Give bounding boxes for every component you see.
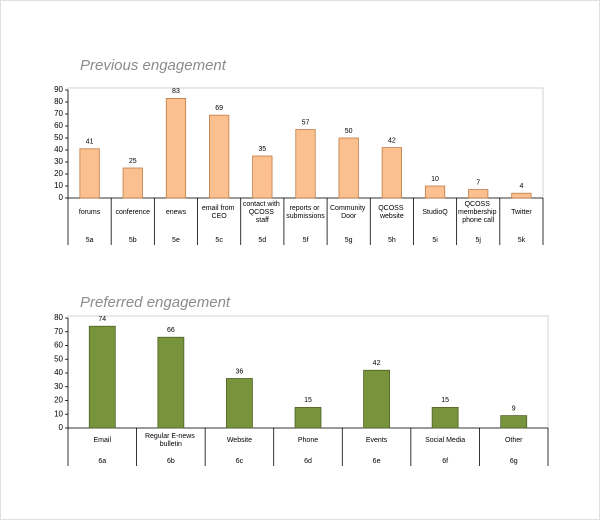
y-tick-label: 0 <box>59 423 64 432</box>
y-tick-label: 20 <box>54 169 63 178</box>
bar <box>157 336 185 429</box>
x-tick-label: StudioQ <box>422 209 448 216</box>
y-tick-label: 30 <box>54 382 63 391</box>
y-tick-label: 40 <box>54 368 63 377</box>
value-label: 9 <box>512 405 516 412</box>
value-label: 7 <box>476 179 480 186</box>
category-code: 5j <box>476 237 482 244</box>
value-label: 50 <box>345 128 353 135</box>
category-code: 6g <box>510 458 518 465</box>
chart-title: Previous engagement <box>80 57 227 74</box>
x-tick-label: conference <box>115 209 150 216</box>
category-code: 6e <box>373 458 381 465</box>
y-tick-label: 80 <box>54 97 63 106</box>
y-tick-label: 90 <box>54 85 63 94</box>
value-label: 15 <box>441 397 449 404</box>
category-code: 6c <box>236 458 244 465</box>
y-tick-label: 30 <box>54 157 63 166</box>
y-tick-label: 0 <box>59 193 64 202</box>
y-tick-label: 20 <box>54 396 63 405</box>
value-label: 57 <box>302 119 310 126</box>
y-tick-label: 70 <box>54 109 63 118</box>
y-tick-label: 60 <box>54 341 63 350</box>
value-label: 66 <box>167 327 175 334</box>
chart-title: Preferred engagement <box>80 294 231 311</box>
value-label: 15 <box>304 397 312 404</box>
value-label: 10 <box>431 176 439 183</box>
value-label: 42 <box>373 360 381 367</box>
bar <box>79 148 100 199</box>
bar <box>500 415 528 429</box>
category-code: 5e <box>172 237 180 244</box>
category-code: 6b <box>167 458 175 465</box>
category-code: 5f <box>303 237 309 244</box>
value-label: 42 <box>388 137 396 144</box>
bar <box>295 129 316 199</box>
bar <box>165 98 187 199</box>
x-tick-label: QCOSS website <box>378 205 405 220</box>
x-tick-label: forums <box>79 209 101 216</box>
category-code: 5a <box>86 237 94 244</box>
bar <box>294 406 322 429</box>
category-code: 5k <box>518 237 526 244</box>
bar <box>431 406 459 429</box>
bar <box>363 369 390 429</box>
category-code: 6f <box>442 458 448 465</box>
value-label: 35 <box>258 146 266 153</box>
value-label: 41 <box>86 139 94 146</box>
category-code: 5b <box>129 237 137 244</box>
x-tick-label: email from CEO <box>202 205 237 220</box>
value-label: 69 <box>215 105 223 112</box>
category-code: 6a <box>98 458 106 465</box>
y-tick-label: 70 <box>54 327 63 336</box>
x-tick-label: Regular E-news bulletin <box>145 433 197 448</box>
category-code: 5c <box>215 237 223 244</box>
bar <box>88 325 116 429</box>
y-tick-label: 40 <box>54 145 63 154</box>
bar <box>226 378 253 429</box>
x-tick-label: Events <box>366 437 388 444</box>
x-tick-label: reports or submissions <box>286 205 325 220</box>
x-tick-label: Phone <box>298 437 318 444</box>
x-tick-label: Social Media <box>425 437 465 444</box>
value-label: 83 <box>172 88 180 95</box>
y-tick-label: 50 <box>54 133 63 142</box>
category-code: 5d <box>258 237 266 244</box>
value-label: 36 <box>236 368 244 375</box>
bar <box>252 155 273 199</box>
bar <box>209 114 230 199</box>
y-tick-label: 10 <box>54 181 63 190</box>
x-tick-label: QCOSS membership phone call <box>458 201 498 224</box>
x-tick-label: Website <box>227 437 252 444</box>
category-code: 5h <box>388 237 396 244</box>
bar <box>381 147 402 199</box>
category-code: 5i <box>432 237 438 244</box>
bar <box>511 192 532 199</box>
x-tick-label: Other <box>505 437 523 444</box>
x-tick-label: Twitter <box>511 209 532 216</box>
category-code: 5g <box>345 237 353 244</box>
bar <box>338 137 359 199</box>
value-label: 74 <box>98 316 106 323</box>
x-tick-label: enews <box>166 209 187 216</box>
y-tick-label: 10 <box>54 409 63 418</box>
x-tick-label: contact with QCOSS staff <box>243 201 282 224</box>
bar <box>424 185 446 199</box>
value-label: 25 <box>129 158 137 165</box>
category-code: 6d <box>304 458 312 465</box>
y-tick-label: 50 <box>54 354 63 363</box>
x-tick-label: Community Door <box>330 205 367 220</box>
bar <box>468 189 489 199</box>
x-tick-label: Email <box>94 437 112 444</box>
bar <box>122 167 143 199</box>
y-tick-label: 80 <box>54 313 63 322</box>
value-label: 4 <box>519 183 523 190</box>
y-tick-label: 60 <box>54 121 63 130</box>
